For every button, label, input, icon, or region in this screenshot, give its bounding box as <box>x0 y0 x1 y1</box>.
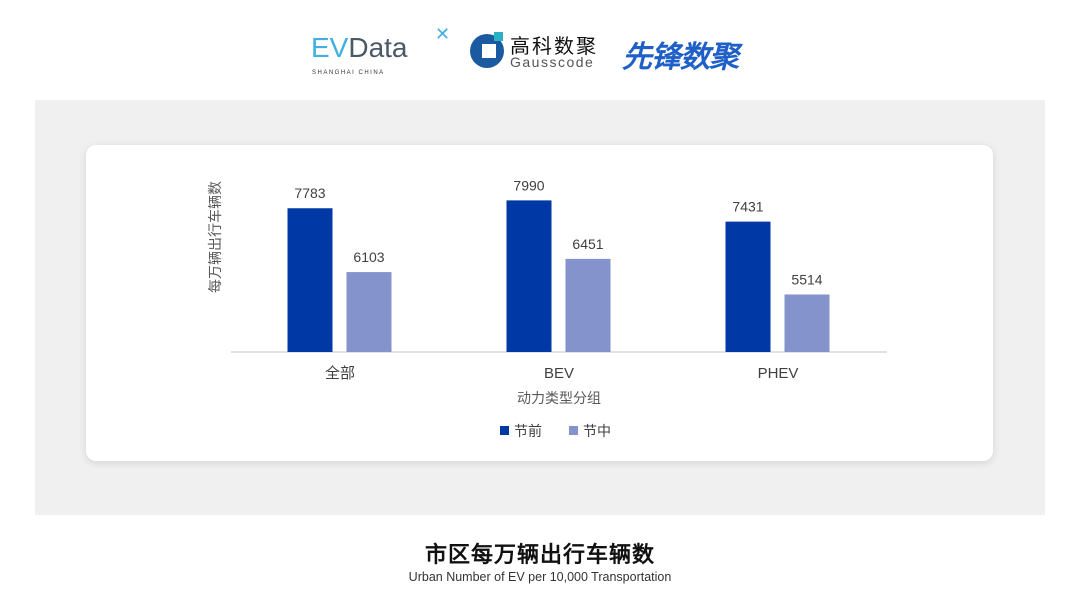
legend-swatch <box>569 426 578 435</box>
bar <box>725 221 771 352</box>
x-axis-label: 动力类型分组 <box>517 390 601 406</box>
bar <box>346 272 392 352</box>
page-subtitle: Urban Number of EV per 10,000 Transporta… <box>408 570 672 584</box>
y-axis-label: 每万辆出行车辆数 <box>207 181 223 293</box>
bar <box>565 258 611 352</box>
x-tick-label: PHEV <box>758 365 799 382</box>
data-label: 6451 <box>572 236 603 252</box>
evdata-logo: EVData ✕ SHANGHAI CHINA <box>311 24 451 76</box>
data-label: 6103 <box>353 249 384 265</box>
xianfeng-logo: 先锋数聚 <box>622 40 739 75</box>
legend-swatch <box>500 426 509 435</box>
logo-bar: EVData ✕ SHANGHAI CHINA 高科数聚 Gausscode 先… <box>311 24 739 76</box>
legend: 节前 节中 <box>500 423 611 439</box>
data-label: 5514 <box>791 271 822 287</box>
data-label: 7783 <box>294 185 325 201</box>
legend-label: 节前 <box>514 423 542 439</box>
bar <box>287 208 333 352</box>
x-tick-label: BEV <box>544 365 574 382</box>
data-label: 7431 <box>732 199 763 215</box>
legend-label: 节中 <box>583 423 611 439</box>
bar <box>506 200 552 352</box>
page-title: 市区每万辆出行车辆数 <box>424 543 655 568</box>
x-mark-icon: ✕ <box>435 24 451 44</box>
data-label: 7990 <box>513 177 544 193</box>
chart-card: 每万辆出行车辆数 动力类型分组 7783 6103 全部 7990 6451 BEV 743… <box>86 145 993 461</box>
x-tick-label: 全部 <box>325 364 355 382</box>
bar <box>784 294 830 352</box>
bar-chart: 每万辆出行车辆数 动力类型分组 7783 6103 全部 7990 6451 BEV 743… <box>207 177 887 439</box>
